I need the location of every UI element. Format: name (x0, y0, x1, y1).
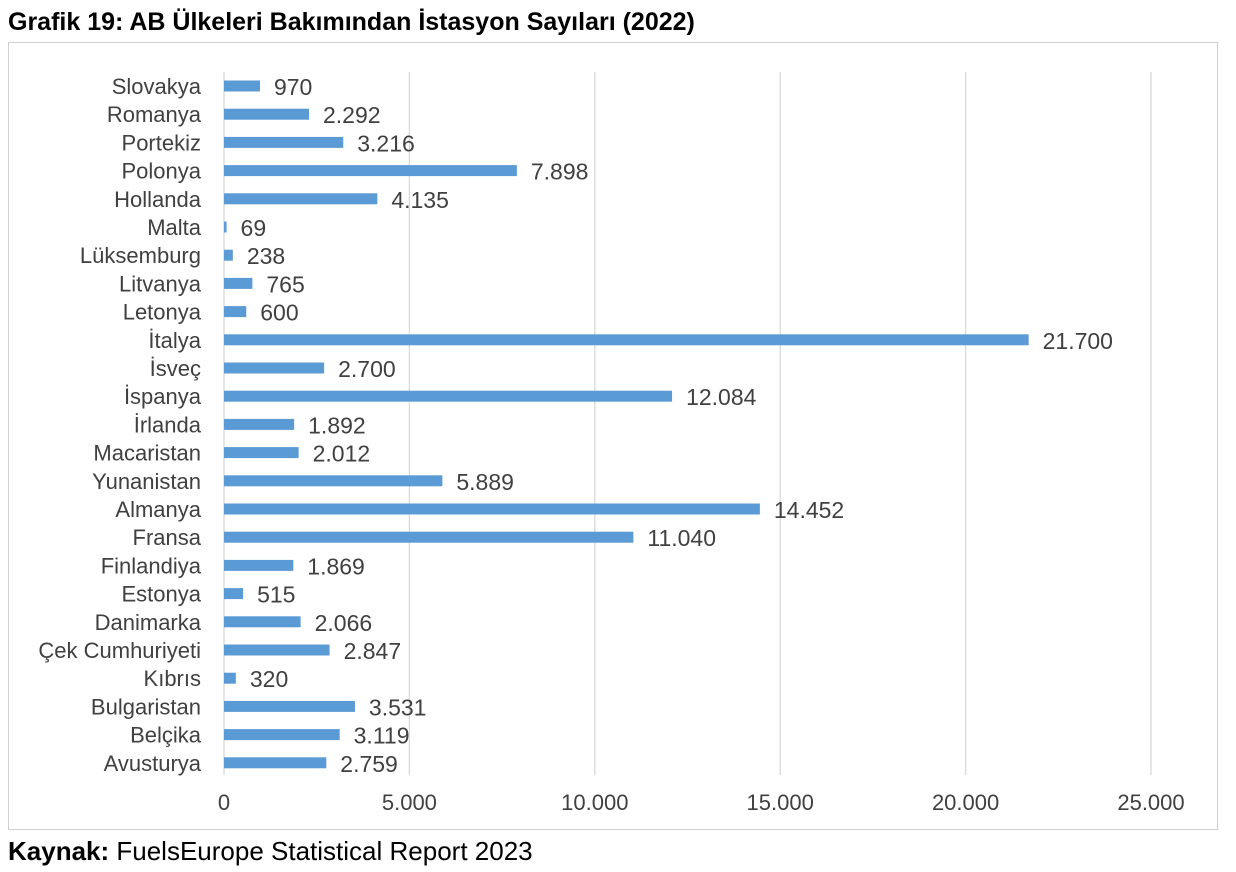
category-label: Slovakya (112, 74, 202, 99)
category-label: Avusturya (104, 751, 202, 776)
data-label: 1.869 (307, 553, 365, 579)
bar (224, 193, 378, 205)
bar (224, 588, 244, 600)
source-label: Kaynak: (8, 836, 110, 866)
x-tick-label: 20.000 (932, 790, 999, 815)
data-label: 2.012 (313, 441, 371, 467)
source-note: Kaynak: FuelsEurope Statistical Report 2… (8, 836, 533, 867)
category-label: Hollanda (114, 187, 202, 212)
x-tick-label: 5.000 (382, 790, 437, 815)
bar-layer (224, 80, 1029, 769)
bar (224, 165, 517, 177)
bar (224, 644, 330, 656)
data-label: 3.119 (354, 723, 410, 749)
bar (224, 729, 340, 741)
category-label: Almanya (115, 497, 201, 522)
data-label: 14.452 (774, 497, 844, 523)
category-label: Romanya (107, 102, 202, 127)
data-label: 2.700 (338, 356, 396, 382)
category-label: Macaristan (93, 441, 201, 466)
bar (224, 672, 236, 684)
bar (224, 362, 325, 374)
bar (224, 80, 260, 92)
bar (224, 249, 233, 261)
data-label: 3.216 (357, 130, 415, 156)
data-label: 5.889 (456, 469, 514, 495)
data-label: 515 (257, 582, 295, 608)
source-text: FuelsEurope Statistical Report 2023 (109, 836, 533, 866)
bar (224, 503, 760, 515)
data-label: 765 (266, 271, 304, 297)
bar (224, 418, 295, 430)
x-tick-label: 25.000 (1117, 790, 1184, 815)
bar (224, 616, 301, 628)
data-label: 600 (260, 300, 298, 326)
category-label: İspanya (124, 384, 202, 409)
category-label: İsveç (150, 356, 201, 381)
category-label: Yunanistan (92, 469, 201, 494)
data-label: 3.531 (369, 694, 427, 720)
category-label: Malta (147, 215, 202, 240)
category-label: Estonya (122, 582, 202, 607)
label-layer: 0 5.000 10.000 15.000 20.000 25.000 Slovakya 97… (38, 74, 1184, 815)
bar (224, 447, 299, 459)
bar (224, 700, 355, 712)
data-label: 69 (241, 215, 267, 241)
bar (224, 390, 673, 402)
data-label: 21.700 (1043, 328, 1113, 354)
category-label: İrlanda (134, 412, 202, 437)
bar (224, 221, 227, 233)
data-label: 320 (250, 666, 288, 692)
category-label: Çek Cumhuriyeti (38, 638, 201, 663)
data-label: 7.898 (531, 159, 589, 185)
data-label: 238 (247, 243, 285, 269)
category-label: Litvanya (119, 271, 202, 296)
grid-layer (223, 72, 1152, 775)
x-tick-label: 0 (218, 790, 230, 815)
category-label: Lüksemburg (80, 243, 201, 268)
bar (224, 108, 309, 120)
category-label: Fransa (133, 525, 202, 550)
data-label: 2.847 (344, 638, 402, 664)
x-tick-label: 10.000 (561, 790, 628, 815)
category-label: İtalya (148, 328, 201, 353)
chart-title: Grafik 19: AB Ülkeleri Bakımından İstasy… (8, 8, 695, 36)
chart-frame (8, 42, 1218, 830)
bar (224, 334, 1029, 346)
bar (224, 277, 253, 289)
category-label: Kıbrıs (144, 666, 201, 691)
bar (224, 475, 443, 487)
data-label: 11.040 (647, 525, 716, 551)
data-label: 1.892 (308, 412, 366, 438)
data-label: 12.084 (686, 384, 757, 410)
data-label: 4.135 (391, 187, 449, 213)
data-label: 2.066 (315, 610, 373, 636)
bar (224, 306, 247, 318)
category-label: Portekiz (122, 130, 201, 155)
category-label: Finlandiya (101, 553, 202, 578)
x-tick-label: 15.000 (747, 790, 814, 815)
category-label: Bulgaristan (91, 694, 201, 719)
data-label: 970 (274, 74, 312, 100)
data-label: 2.759 (340, 751, 398, 777)
data-label: 2.292 (323, 102, 381, 128)
bar (224, 559, 294, 571)
category-label: Belçika (130, 723, 202, 748)
category-label: Letonya (123, 300, 202, 325)
bar (224, 531, 634, 543)
bar (224, 757, 327, 769)
bar (224, 136, 344, 148)
category-label: Polonya (121, 159, 201, 184)
category-label: Danimarka (95, 610, 202, 635)
